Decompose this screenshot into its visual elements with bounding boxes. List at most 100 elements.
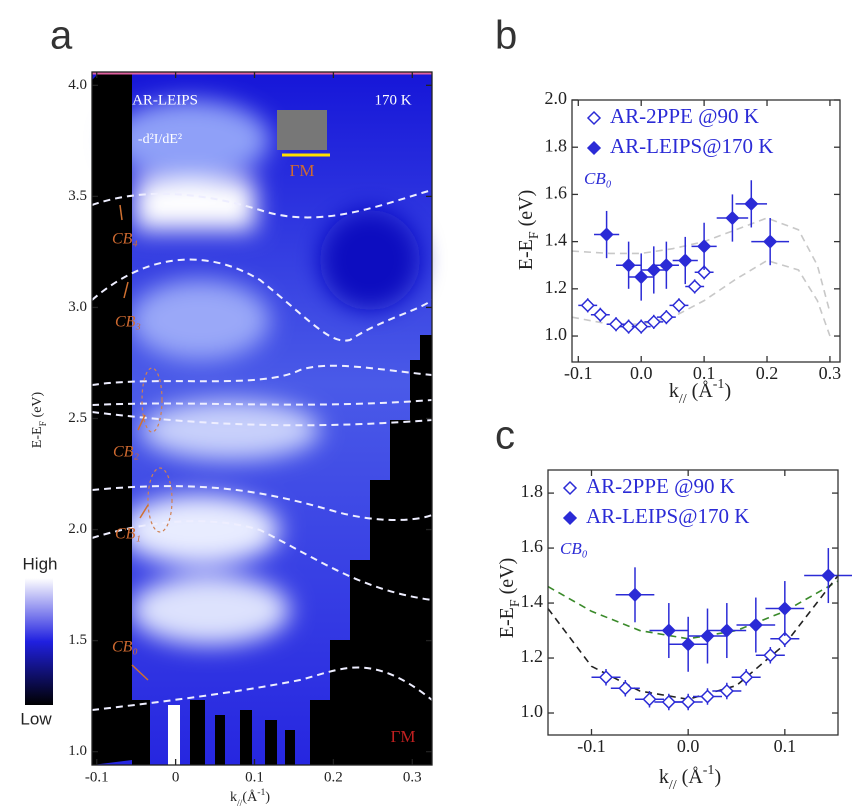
annotation: CB₀ (584, 169, 612, 188)
marker (719, 683, 734, 699)
label-part: (Å (687, 380, 714, 402)
marker (821, 568, 836, 583)
legend-marker (586, 140, 602, 156)
marker (700, 628, 715, 644)
annotation: -d²I/dE² (138, 132, 182, 147)
y-tick-label: 1.8 (545, 135, 568, 155)
marker (681, 694, 696, 710)
x-tick-label: -0.1 (564, 363, 593, 383)
annotation: CB₄ (112, 231, 138, 248)
marker (725, 210, 740, 226)
y-tick-label: 4.0 (68, 77, 87, 93)
label-part: (eV) (496, 558, 518, 600)
label-part: E-E (515, 239, 537, 270)
marker (659, 310, 674, 325)
x-axis-label: k// (Å-1) (659, 763, 721, 793)
legend-label: AR-2PPE @90 K (586, 474, 735, 498)
x-tick-label: 0.1 (693, 363, 716, 383)
x-axis-label: k//(Å-1) (230, 787, 270, 808)
y-tick-label: 1.6 (521, 536, 544, 556)
label-part: // (237, 798, 243, 808)
marker (777, 601, 792, 616)
y-axis-label: E-EF (eV) (496, 558, 523, 639)
annotation: High (23, 554, 58, 573)
marker (621, 319, 636, 334)
y-tick-label: 1.6 (545, 183, 568, 203)
marker (681, 637, 696, 652)
y-tick-label: 3.0 (68, 299, 87, 315)
label-part: -1 (713, 377, 725, 392)
marker (618, 681, 633, 696)
marker (700, 689, 715, 704)
y-axis-label: E-EF (eV) (515, 190, 542, 271)
marker (580, 298, 595, 313)
marker (671, 298, 687, 313)
x-tick-label: 0.3 (819, 363, 842, 383)
marker (763, 648, 778, 663)
label-part: ) (714, 766, 721, 788)
heatmap (25, 71, 433, 765)
panel-letter: b (495, 14, 517, 58)
legend-label: AR-LEIPS@170 K (586, 504, 749, 528)
marker (598, 670, 614, 685)
marker (687, 279, 702, 294)
marker (763, 234, 778, 249)
label-part: k (230, 790, 237, 805)
y-tick-label: 2.5 (68, 410, 87, 426)
marker (719, 623, 734, 638)
marker (642, 692, 657, 707)
annotation: ΓM (391, 727, 416, 746)
plot-frame (571, 99, 841, 363)
marker (627, 587, 643, 602)
y-tick-label: 2.0 (68, 521, 87, 537)
marker (739, 670, 754, 685)
legend-marker (586, 110, 602, 126)
model-curve (547, 580, 839, 640)
annotation: 170 K (374, 92, 411, 108)
label-part: k (659, 766, 669, 788)
y-axis-label: E-EF (eV) (30, 391, 49, 448)
marker (661, 694, 676, 710)
x-tick-label: 0.0 (677, 736, 700, 756)
y-tick-label: 1.0 (68, 743, 87, 759)
x-tick-label: 0.1 (245, 769, 264, 785)
label-part: (eV) (515, 190, 537, 232)
annotation: CB₁ (115, 526, 141, 543)
marker (634, 269, 649, 285)
x-tick-label: 0.1 (774, 736, 797, 756)
y-tick-label: 1.2 (521, 646, 544, 666)
model-curve (571, 217, 831, 313)
label-part: k (669, 380, 679, 402)
label-part: -1 (703, 763, 715, 778)
label-part: // (669, 778, 677, 793)
y-tick-label: 1.4 (521, 591, 544, 611)
label-part: // (679, 392, 687, 407)
label-part: (eV) (30, 391, 45, 420)
label-part: E-E (496, 607, 518, 638)
y-tick-label: 1.2 (545, 277, 568, 297)
label-part: (Å (677, 766, 704, 788)
panel-letter: a (50, 14, 73, 58)
x-tick-label: 0.3 (403, 769, 422, 785)
y-tick-label: 1.4 (545, 230, 568, 250)
x-tick-label: -0.1 (577, 736, 606, 756)
y-tick-label: 2.0 (545, 88, 568, 108)
y-tick-label: 1.5 (68, 632, 87, 648)
marker (697, 265, 712, 280)
marker (697, 239, 712, 254)
marker (646, 262, 661, 278)
label-part: F (527, 231, 542, 239)
marker (599, 227, 614, 242)
annotation: AR-LEIPS (132, 92, 198, 108)
marker (659, 258, 674, 273)
legend-label: AR-2PPE @90 K (610, 104, 759, 128)
label-part: ) (724, 380, 731, 402)
marker (593, 307, 608, 322)
label-part: F (38, 420, 49, 426)
annotation: CB₀ (560, 539, 588, 558)
annotation: Low (20, 709, 52, 728)
label-part: ) (265, 790, 270, 805)
marker (661, 623, 676, 638)
marker (646, 314, 661, 329)
